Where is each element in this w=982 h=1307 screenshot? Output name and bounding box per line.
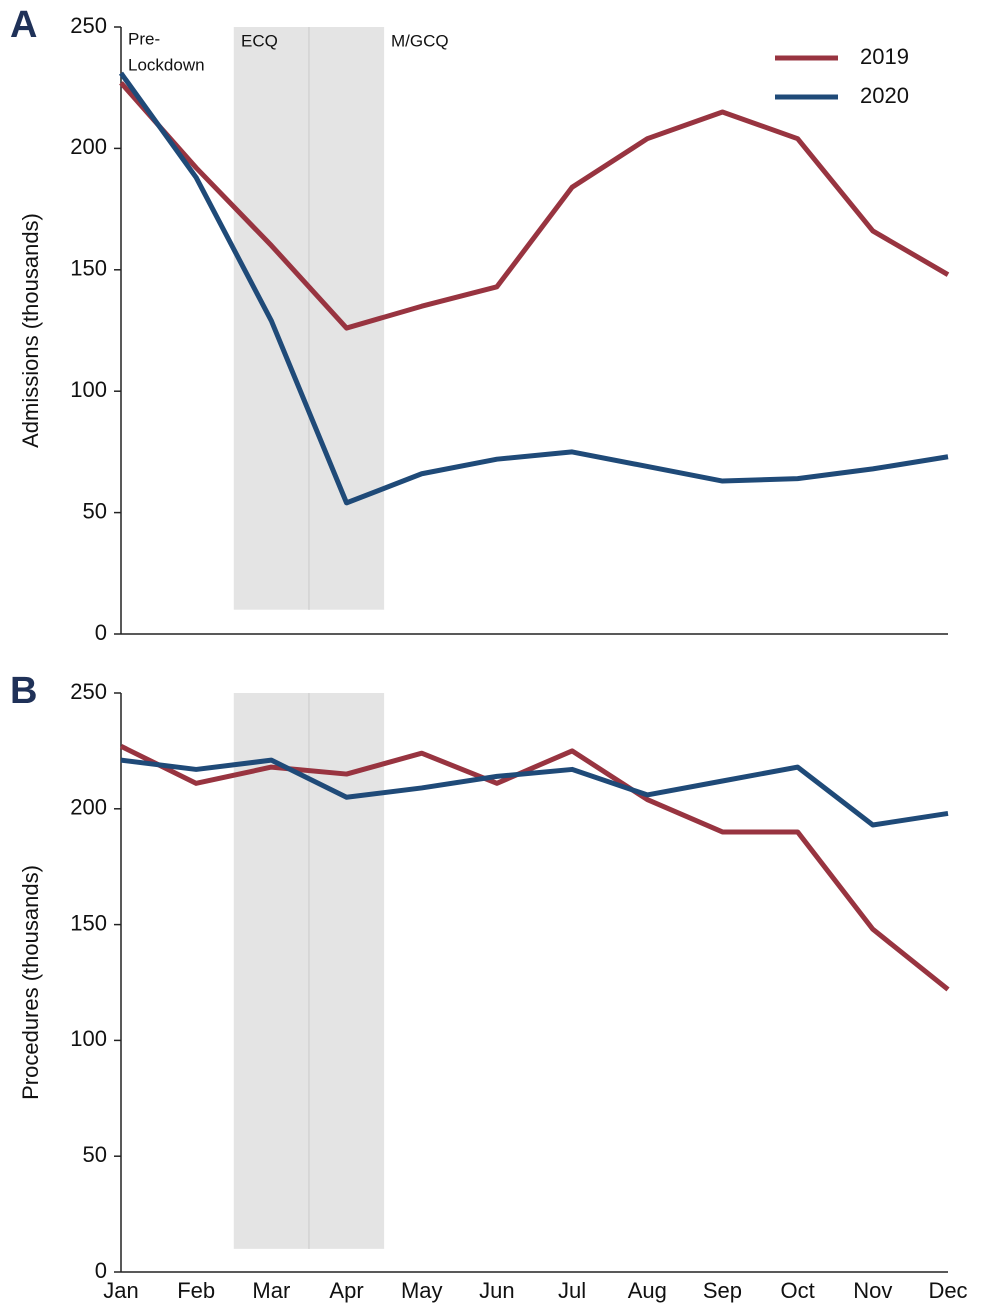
x-tick-label: Sep [703,1278,742,1303]
x-tick-label: Jan [103,1278,138,1303]
series-line [120,757,949,828]
x-tick-label: Jun [479,1278,514,1303]
y-tick-label: 100 [70,1026,107,1051]
legend-label: 2019 [860,44,909,69]
y-tick-label: 250 [70,679,107,704]
y-tick-label: 150 [70,256,107,281]
panel-label: B [10,670,37,712]
x-tick-label: May [401,1278,443,1303]
annotation: M/GCQ [391,31,449,50]
x-tick-label: Mar [252,1278,290,1303]
annotation: ECQ [241,31,278,50]
series-line [119,744,950,992]
ecq-shade [233,693,309,1249]
y-tick-label: 0 [95,1258,107,1283]
x-tick-label: Aug [628,1278,667,1303]
x-tick-label: Dec [928,1278,967,1303]
y-tick-label: 0 [95,620,107,645]
x-tick-label: Oct [781,1278,815,1303]
legend-label: 2020 [860,83,909,108]
y-tick-label: 50 [83,1142,107,1167]
y-axis-label: Admissions (thousands) [18,213,43,448]
y-tick-label: 250 [70,13,107,38]
x-tick-label: Apr [329,1278,363,1303]
x-tick-label: Jul [558,1278,586,1303]
annotation: Lockdown [128,55,205,74]
series-line [119,81,950,331]
y-tick-label: 150 [70,910,107,935]
x-tick-label: Feb [177,1278,215,1303]
y-tick-label: 100 [70,377,107,402]
panel-label: A [10,4,37,46]
x-tick-label: Nov [853,1278,892,1303]
annotation: Pre- [128,29,160,48]
y-tick-label: 50 [83,498,107,523]
y-tick-label: 200 [70,795,107,820]
y-tick-label: 200 [70,134,107,159]
series-line [118,71,949,506]
y-axis-label: Procedures (thousands) [18,865,43,1100]
